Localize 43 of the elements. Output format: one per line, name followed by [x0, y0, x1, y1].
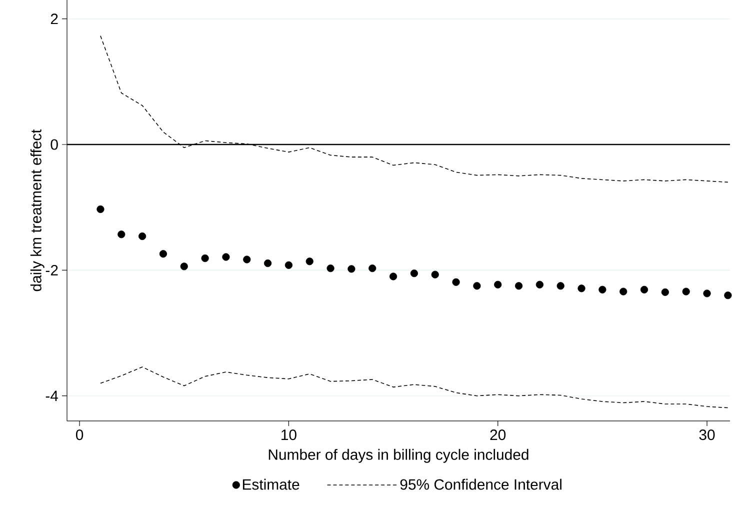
- x-axis-title: Number of days in billing cycle included: [268, 448, 528, 463]
- point: [159, 250, 168, 258]
- y-tick-label: -4: [46, 390, 58, 401]
- point: [201, 254, 209, 262]
- point: [264, 259, 272, 268]
- x-tick-label: 0: [76, 430, 84, 440]
- line-series: [100, 366, 728, 408]
- point: [682, 288, 690, 296]
- point: [348, 265, 356, 273]
- y-axis-title: daily km treatment effect: [30, 129, 44, 292]
- point: [556, 282, 564, 290]
- point: [222, 253, 230, 261]
- point: [410, 270, 418, 278]
- y-tick-label: -2: [46, 264, 58, 276]
- point: [431, 270, 439, 278]
- y-tick-label: 2: [50, 14, 58, 24]
- point: [598, 286, 606, 294]
- point: [473, 282, 481, 290]
- point: [96, 205, 104, 214]
- point: [243, 256, 251, 264]
- point: [284, 261, 293, 269]
- point: [514, 282, 523, 290]
- point: [661, 288, 669, 296]
- x-tick-label: 30: [699, 430, 715, 440]
- legend-label: Estimate: [242, 478, 300, 490]
- point: [703, 290, 711, 298]
- point: [368, 264, 376, 272]
- x-tick-label: 20: [490, 430, 506, 440]
- point: [620, 288, 628, 296]
- point: [138, 232, 146, 240]
- point: [640, 286, 648, 294]
- point: [578, 284, 586, 292]
- point: [326, 264, 334, 272]
- x-tick-label: 10: [282, 430, 296, 440]
- point: [452, 278, 460, 286]
- point: [306, 258, 314, 266]
- y-tick-label: 0: [50, 139, 58, 150]
- point: [118, 230, 126, 238]
- point: [389, 272, 398, 280]
- point: [180, 262, 188, 270]
- point: [494, 280, 502, 288]
- point: [536, 280, 544, 288]
- legend-label: 95% Confidence Interval: [400, 478, 562, 490]
